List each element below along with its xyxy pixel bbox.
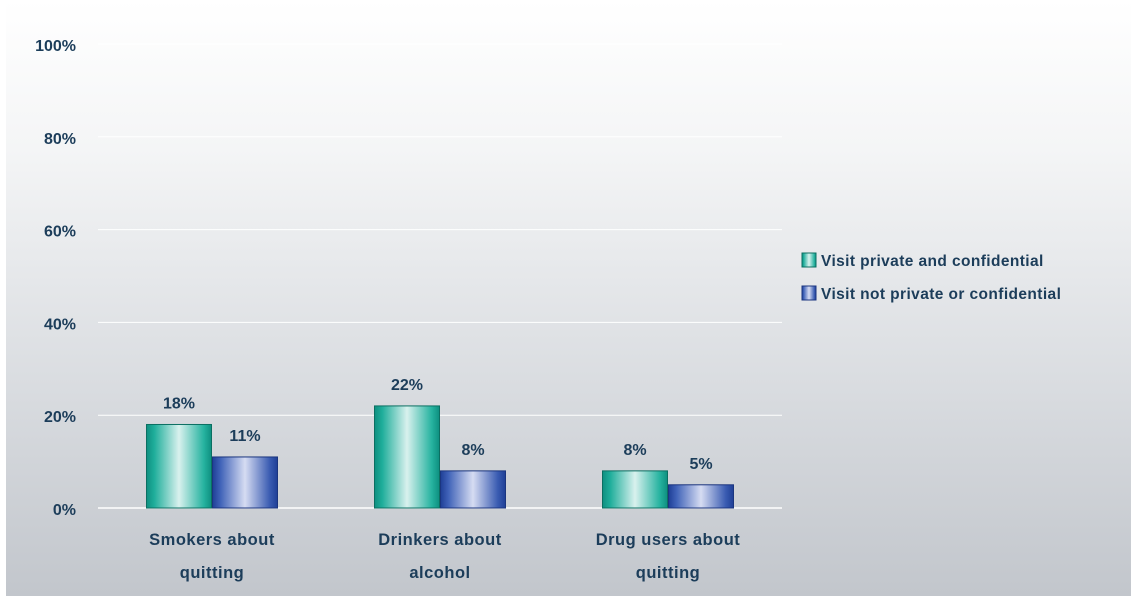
x-category-label: quitting (636, 564, 700, 582)
data-label: 22% (391, 377, 423, 394)
data-labels: 18% 11% 22% 8% 8% 5% (163, 377, 713, 473)
bars (146, 405, 734, 509)
bar (212, 456, 278, 509)
legend-label: Visit private and confidential (821, 253, 1044, 270)
bar (440, 470, 506, 509)
bar (668, 484, 734, 509)
x-axis-category-labels: Smokers about quitting Drinkers about alcoh… (149, 531, 740, 582)
y-tick-label: 60% (44, 224, 76, 241)
data-label: 5% (689, 456, 712, 473)
legend-label: Visit not private or confidential (821, 286, 1061, 303)
legend-swatch (801, 252, 817, 268)
data-label: 8% (623, 442, 646, 459)
y-tick-label: 20% (44, 409, 76, 426)
bar (602, 470, 668, 509)
data-label: 18% (163, 395, 195, 412)
x-category-label: Smokers about (149, 531, 275, 549)
x-category-label: Drinkers about (378, 531, 501, 549)
y-tick-label: 0% (53, 502, 76, 519)
x-category-label: quitting (180, 564, 244, 582)
x-category-label: alcohol (409, 564, 470, 582)
y-tick-label: 80% (44, 131, 76, 148)
bar (374, 405, 440, 509)
y-tick-label: 40% (44, 316, 76, 333)
bar (146, 423, 212, 509)
data-label: 11% (229, 428, 260, 445)
legend-swatch (801, 285, 817, 301)
y-axis-tick-labels: 0% 20% 40% 60% 80% 100% (35, 38, 76, 519)
y-tick-label: 100% (35, 38, 76, 55)
legend: Visit private and confidential Visit not … (801, 252, 1061, 303)
data-label: 8% (461, 442, 484, 459)
x-category-label: Drug users about (596, 531, 741, 549)
